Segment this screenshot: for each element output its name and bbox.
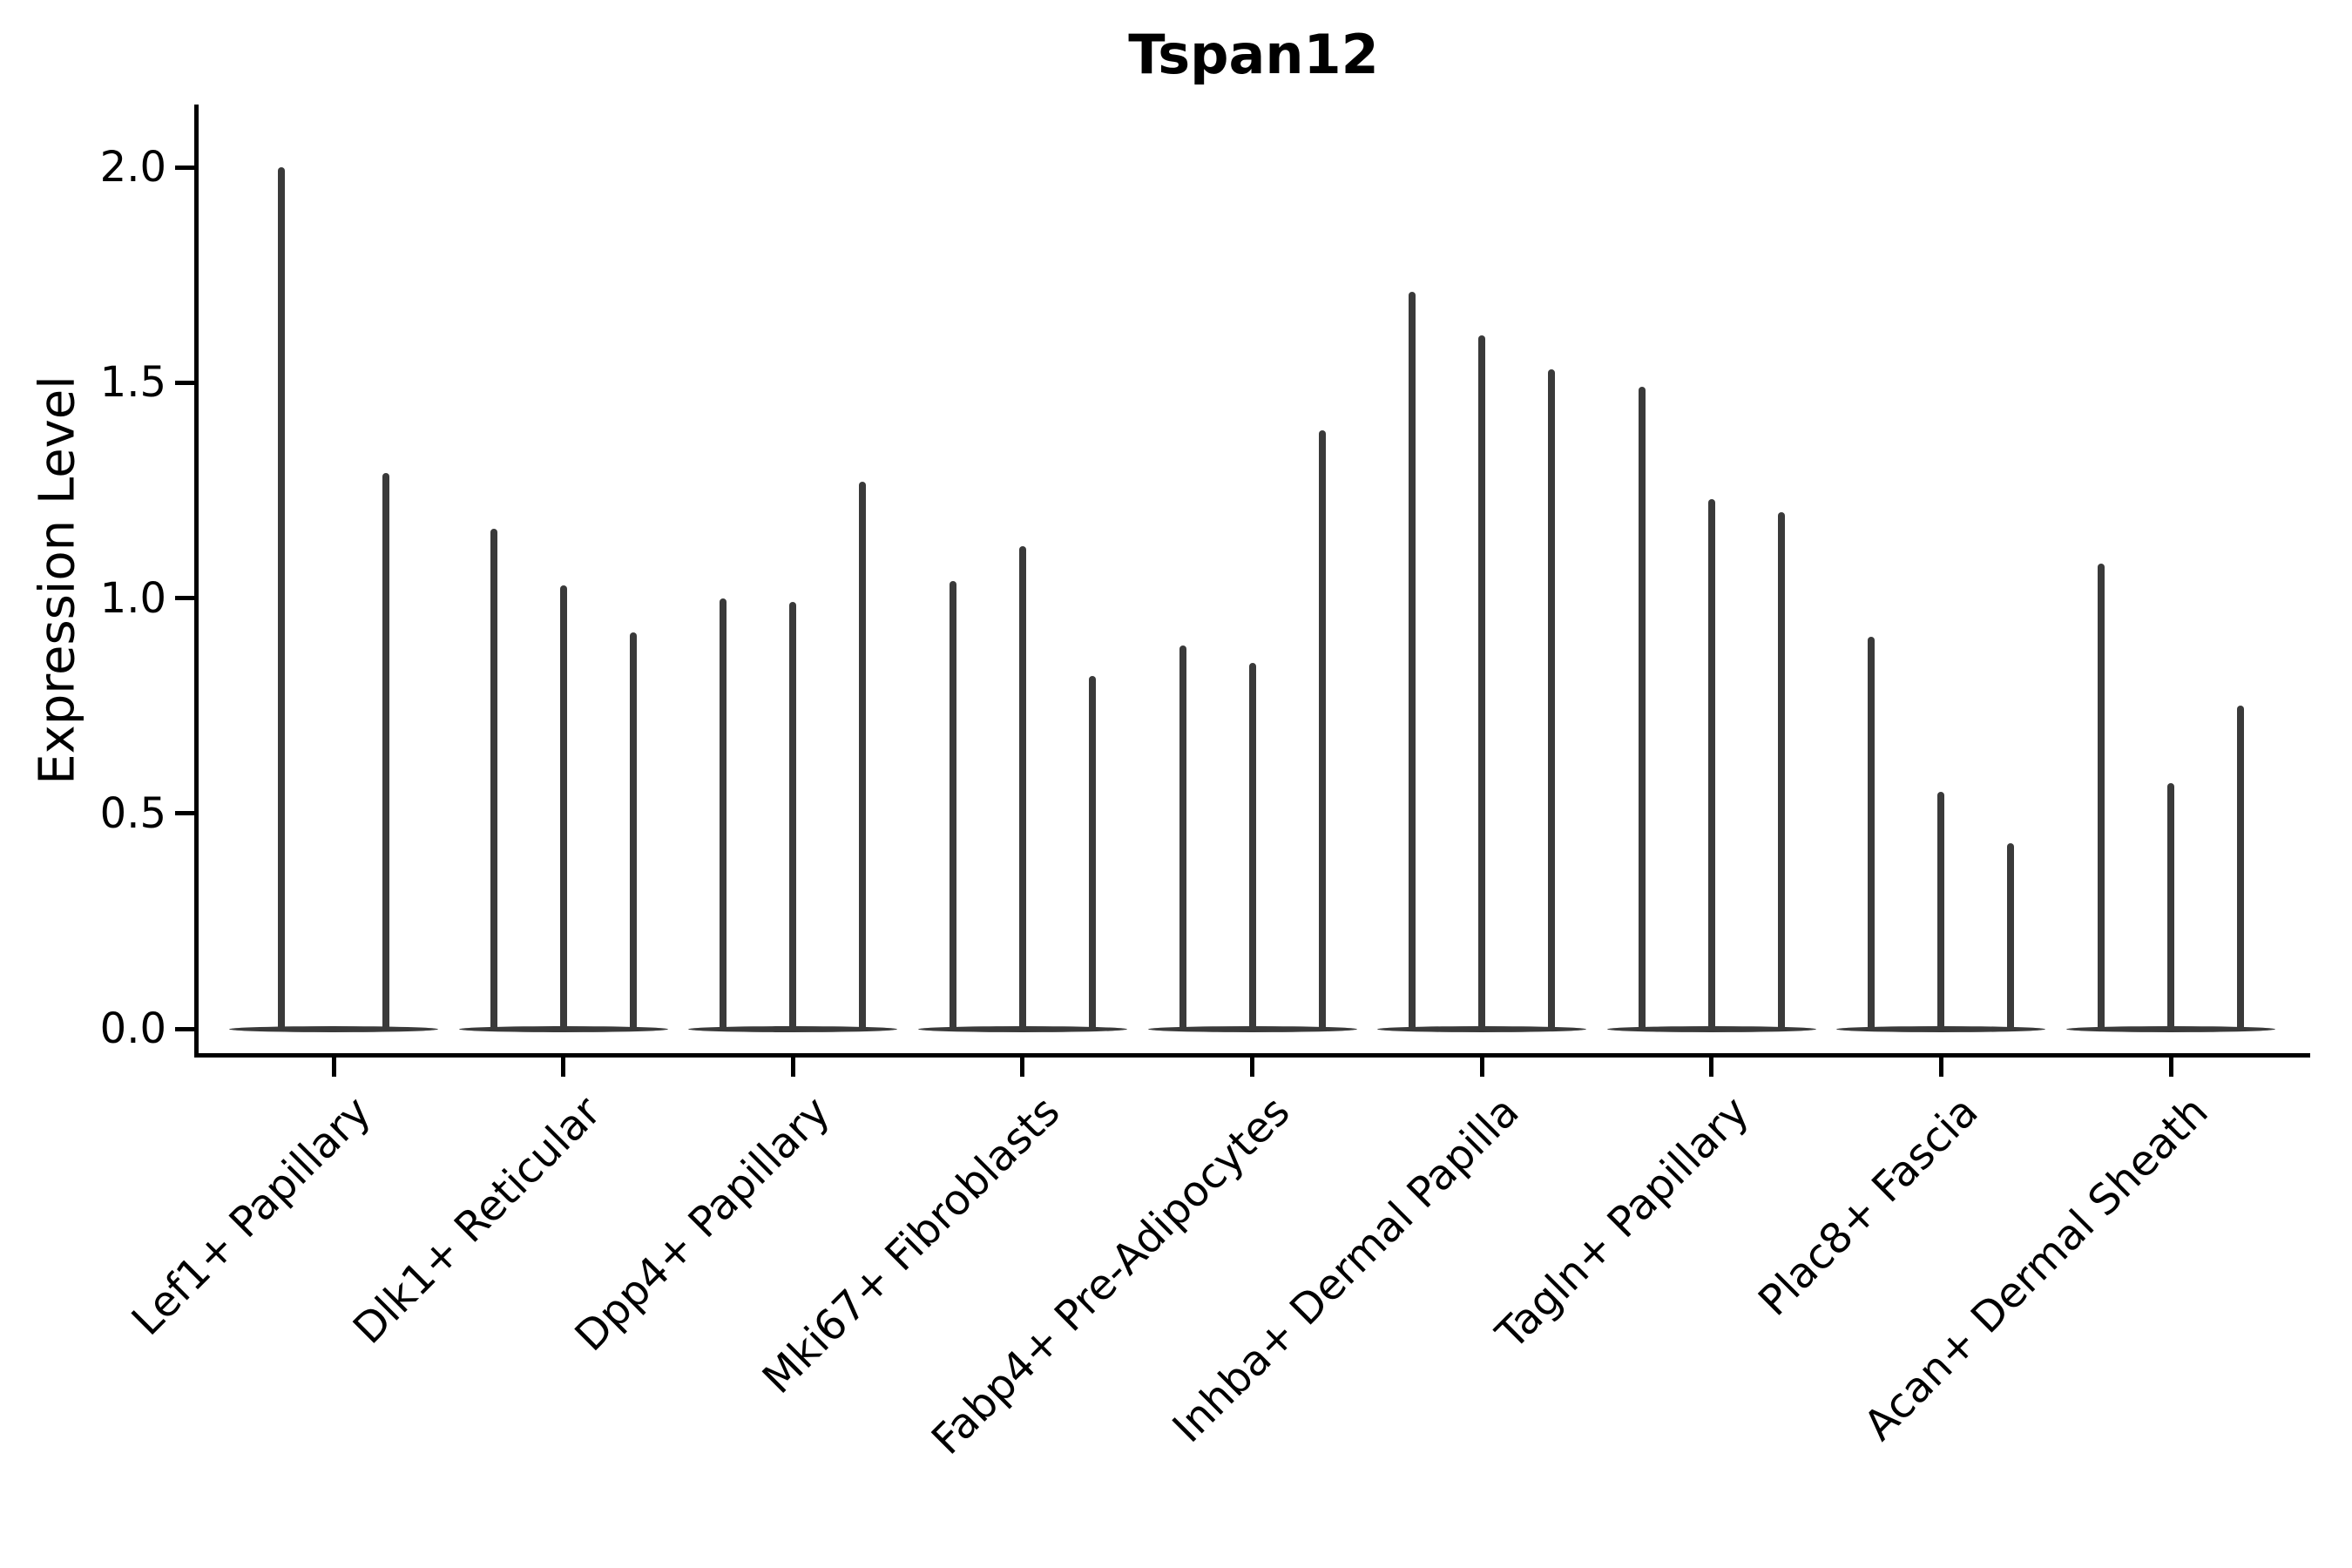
x-tick <box>2168 1058 2173 1077</box>
x-tick <box>1479 1058 1484 1077</box>
y-axis-spine <box>194 105 199 1058</box>
violin-spike-0-0 <box>278 167 285 1029</box>
violin-spike-2-0 <box>720 598 727 1029</box>
violin-spike-4-2 <box>1318 429 1326 1029</box>
violin-base <box>1606 1025 1816 1032</box>
violin-spike-1-2 <box>629 632 637 1029</box>
violin-base <box>458 1025 668 1032</box>
violin-spike-7-1 <box>1937 792 1945 1029</box>
chart-title: Tspan12 <box>1128 23 1379 86</box>
violin-spike-6-1 <box>1707 498 1715 1029</box>
violin-spike-6-2 <box>1777 511 1785 1029</box>
y-tick-label: 1.5 <box>99 358 166 408</box>
violin-spike-8-0 <box>2098 563 2105 1029</box>
violin-spike-1-0 <box>490 529 497 1029</box>
violin-spike-2-1 <box>789 602 797 1029</box>
violin-base <box>2066 1025 2275 1032</box>
violin-spike-3-1 <box>1018 546 1026 1029</box>
violin-spike-8-1 <box>2167 783 2174 1029</box>
y-tick <box>175 1026 194 1031</box>
y-tick <box>175 380 194 385</box>
x-axis-spine <box>194 1053 2310 1058</box>
violin-spike-5-1 <box>1478 335 1486 1029</box>
violin-base <box>1377 1025 1587 1032</box>
violin-spike-0-1 <box>382 473 389 1029</box>
x-tick <box>1938 1058 1943 1077</box>
y-tick-label: 1.0 <box>99 573 166 623</box>
violin-base <box>1147 1025 1357 1032</box>
x-tick <box>331 1058 336 1077</box>
violin-base <box>229 1025 438 1032</box>
violin-spike-5-2 <box>1548 369 1556 1029</box>
x-tick <box>790 1058 795 1077</box>
y-tick <box>175 165 194 170</box>
violin-base <box>917 1025 1127 1032</box>
x-tick-label: Lef1+ Papillary <box>122 1087 381 1345</box>
x-tick <box>1250 1058 1254 1077</box>
violin-spike-7-0 <box>1868 637 1876 1029</box>
violin-spike-1-1 <box>559 585 567 1029</box>
y-tick-label: 0.0 <box>99 1004 166 1053</box>
violin-base <box>688 1025 898 1032</box>
x-tick <box>1020 1058 1025 1077</box>
x-tick-label: Dpp4+ Papillary <box>565 1087 840 1362</box>
y-tick <box>175 811 194 816</box>
violin-spike-2-2 <box>859 481 867 1029</box>
violin-spike-4-1 <box>1248 662 1256 1029</box>
y-tick-label: 0.5 <box>99 788 166 838</box>
x-tick-label: Tagln+ Papillary <box>1486 1087 1759 1359</box>
violin-spike-6-0 <box>1638 387 1646 1029</box>
violin-spike-3-0 <box>949 580 956 1029</box>
violin-spike-8-2 <box>2237 706 2244 1029</box>
x-tick-label: Plac8+ Fascia <box>1749 1087 1988 1326</box>
violin-spike-5-0 <box>1409 292 1416 1029</box>
y-tick <box>175 596 194 600</box>
y-tick-label: 2.0 <box>99 143 166 192</box>
violin-spike-3-2 <box>1088 675 1096 1029</box>
x-tick <box>561 1058 566 1077</box>
x-tick <box>1709 1058 1714 1077</box>
violin-spike-4-0 <box>1179 645 1186 1029</box>
violin-spike-7-2 <box>2007 843 2015 1029</box>
x-tick-label: Dlk1+ Reticular <box>343 1087 611 1354</box>
violin-base <box>1836 1025 2046 1032</box>
